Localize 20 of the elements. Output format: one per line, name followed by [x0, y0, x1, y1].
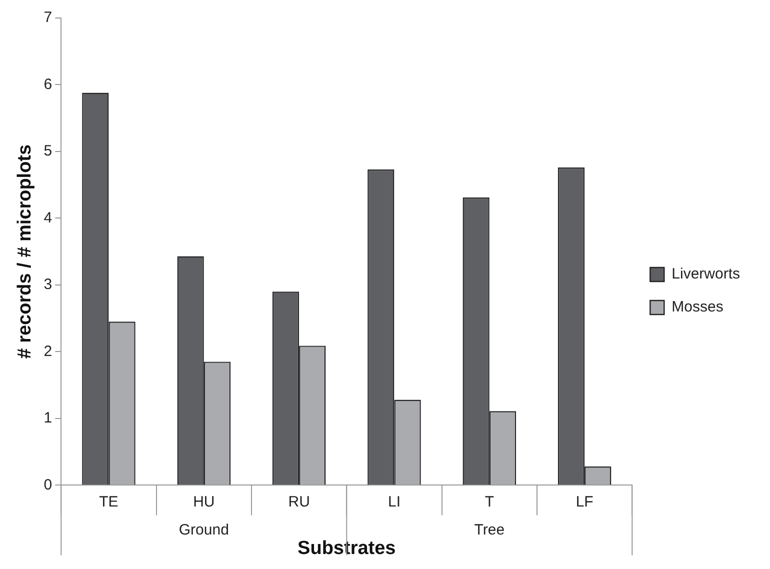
text: Tree	[474, 521, 505, 538]
y-tick-label: 0	[44, 476, 52, 494]
x-axis-title: Substrates	[298, 538, 396, 559]
x-tick-label: TE	[99, 493, 118, 510]
y-tick-label: 5	[44, 142, 52, 160]
y-tick-label: 3	[44, 276, 52, 294]
y-tick-label: 6	[44, 76, 52, 93]
x-tick-label: HU	[193, 493, 215, 510]
legend-label: Liverworts	[672, 266, 740, 283]
y-tick-label: 1	[44, 410, 52, 427]
x-tick-label: RU	[288, 493, 310, 510]
y-tick-label: 4	[44, 209, 52, 226]
x-tick-label: T	[484, 493, 494, 510]
y-axis-title: # records / # microplots	[14, 144, 36, 359]
x-tick-label: LF	[576, 493, 594, 510]
text: Ground	[178, 521, 229, 538]
x-tick-label: LI	[388, 493, 400, 510]
y-tick-label: 2	[44, 342, 52, 360]
legend-label: Mosses	[672, 298, 724, 316]
y-tick-label: 7	[44, 9, 52, 26]
